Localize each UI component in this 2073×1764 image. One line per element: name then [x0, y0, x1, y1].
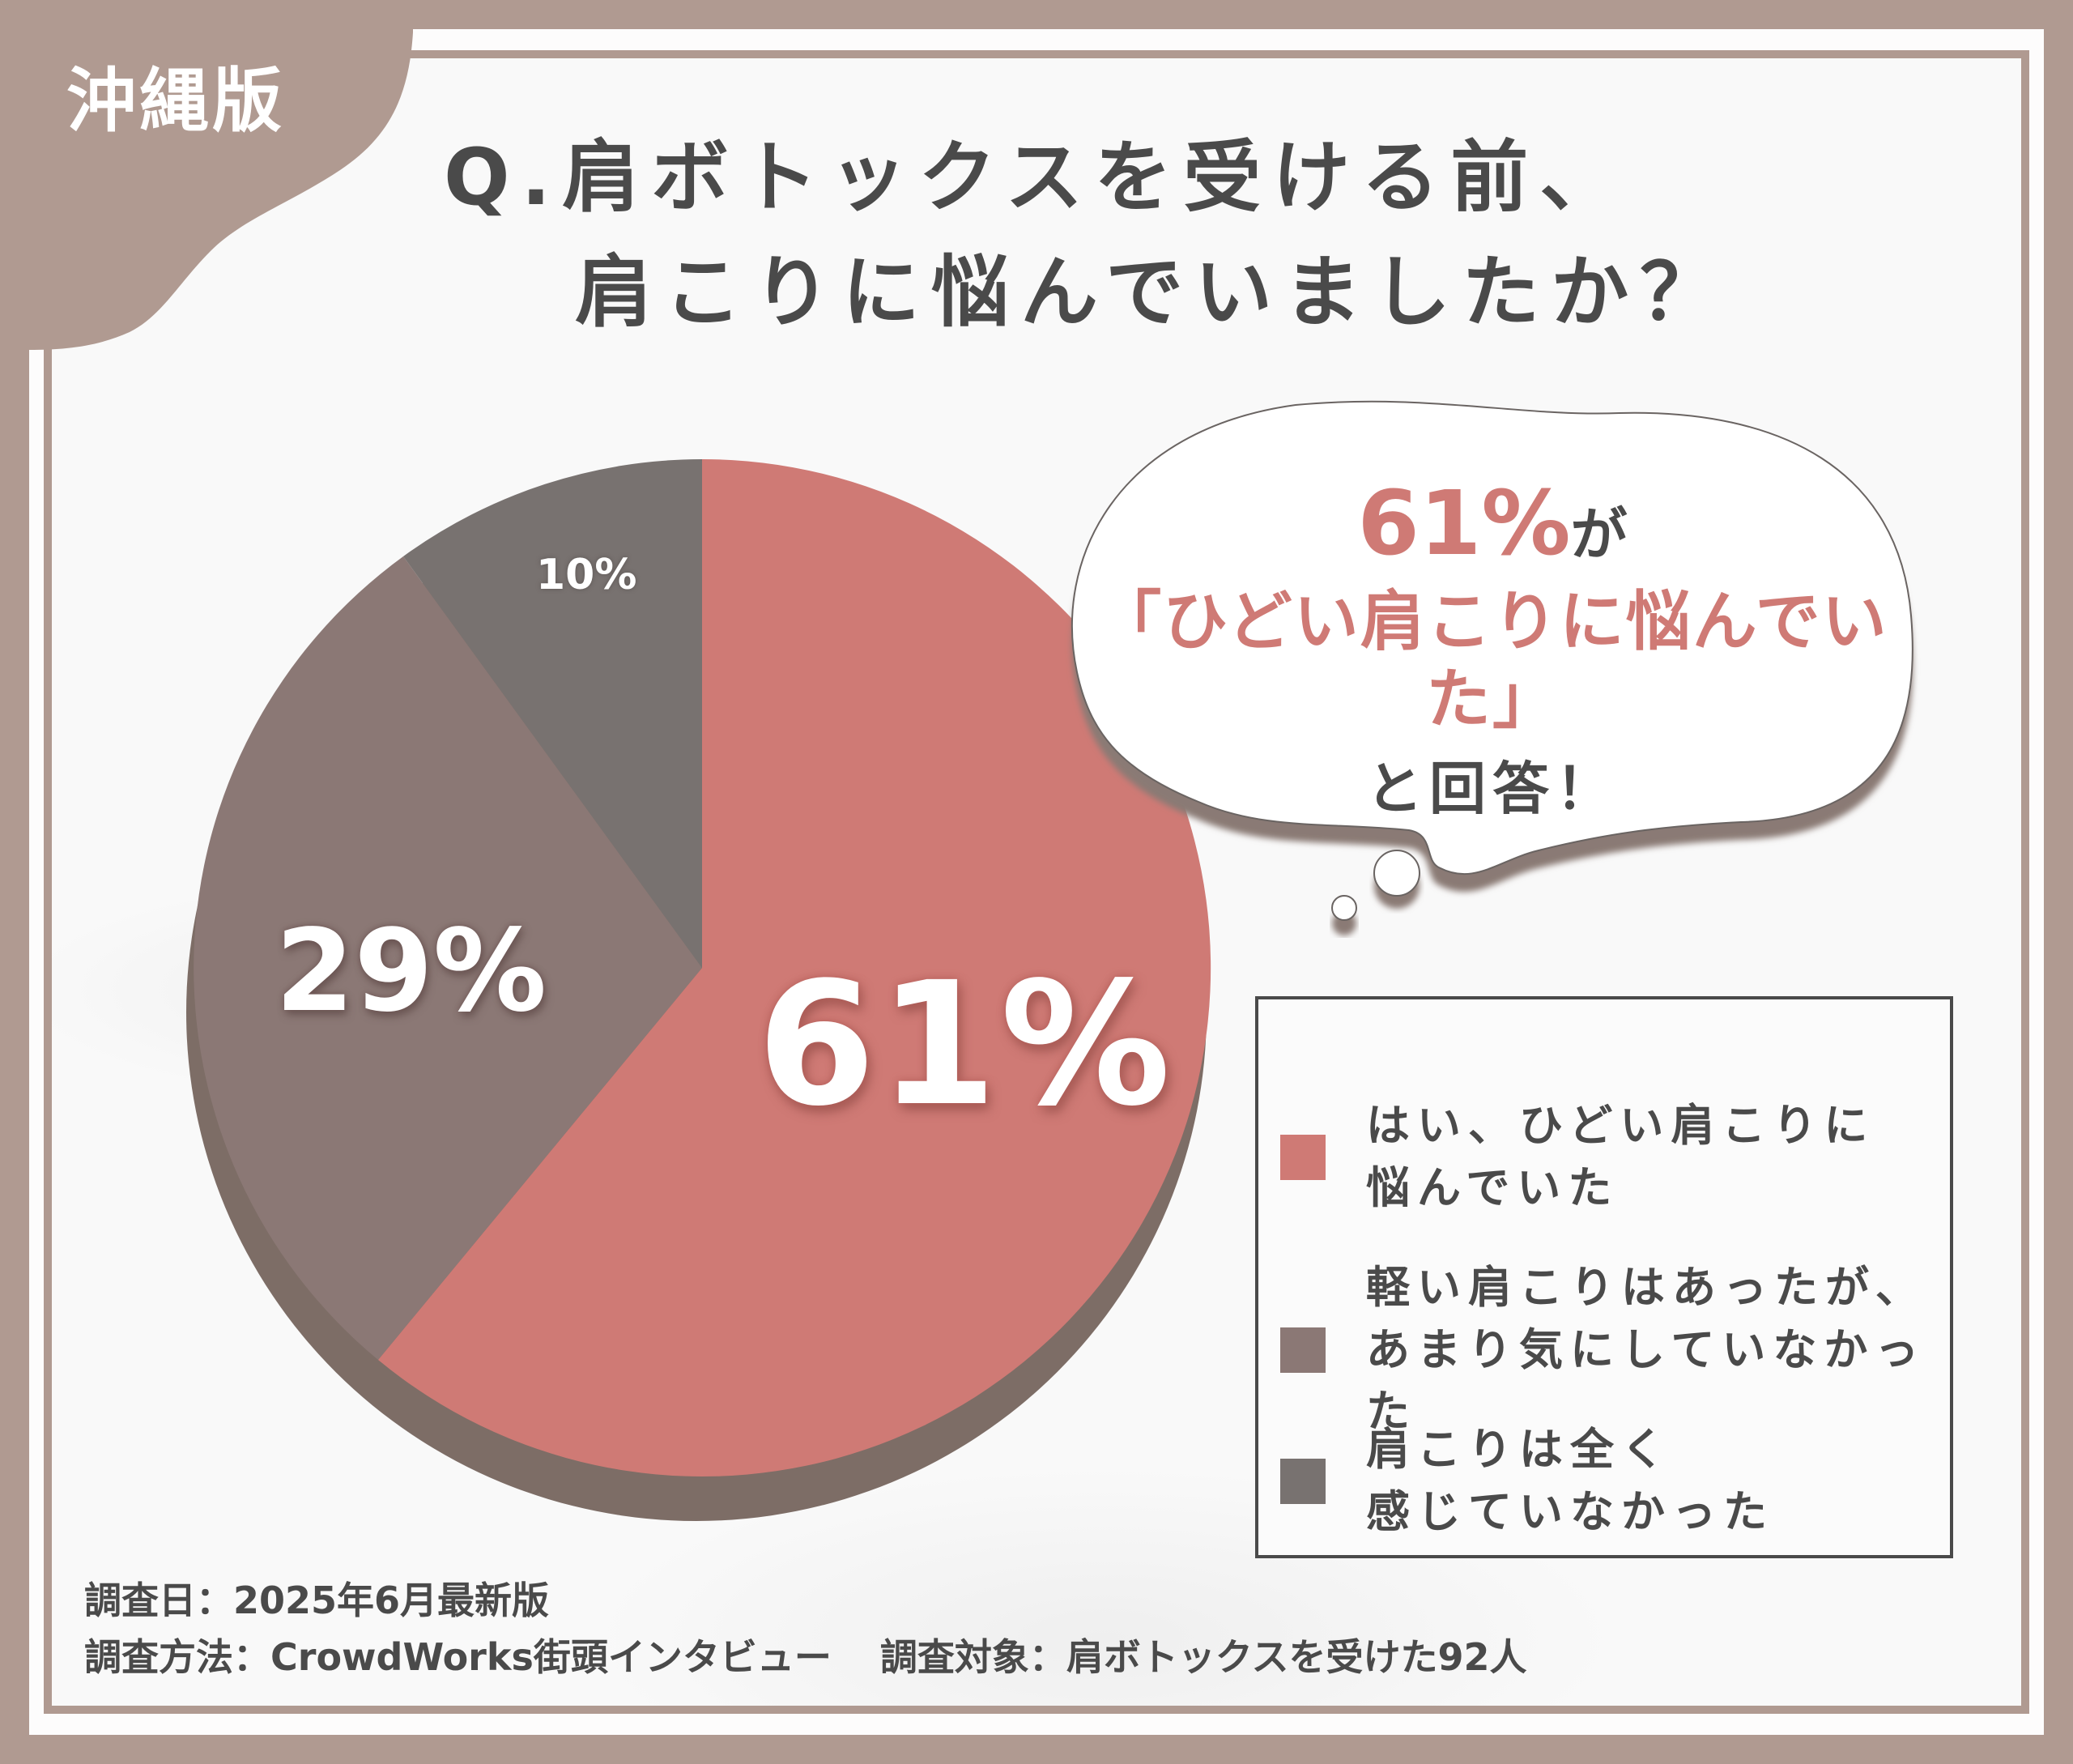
pie-label-severe: 61% [757, 945, 1174, 1144]
survey-details: 調査方法：CrowdWorks街頭インタビュー 調査対象：肩ボトックスを受けた92… [84, 1630, 1526, 1686]
survey-footer: 調査日：2025年6月最新版 調査方法：CrowdWorks街頭インタビュー 調査… [84, 1573, 1526, 1686]
survey-target: 調査対象：肩ボトックスを受けた92人 [879, 1634, 1527, 1679]
page-title: Q.肩ボトックスを受ける前、 肩こりに悩んでいましたか？ [444, 120, 1729, 350]
callout-closing: と回答！ [1366, 756, 1619, 822]
pie-slice-severe [378, 458, 1211, 1477]
pie-label-none: 10% [536, 551, 637, 599]
callout-quote: 「ひどい肩こりに悩んでいた」 [1096, 584, 1888, 737]
corner-tab-shape [0, 0, 413, 350]
title-line-2: 肩こりに悩んでいましたか？ [575, 247, 1730, 339]
title-line-1: Q.肩ボトックスを受ける前、 [444, 132, 1629, 223]
thought-dot-small [1331, 895, 1357, 921]
legend-swatch-red [1280, 1134, 1326, 1180]
legend-label: 軽い肩こりはあったが、 あまり気にしていなかった [1366, 1262, 1926, 1438]
legend-swatch-gray [1280, 1458, 1326, 1504]
legend-swatch-mauve [1280, 1327, 1326, 1373]
thought-dot-large [1373, 850, 1420, 897]
legend-item-mild: 軽い肩こりはあったが、 あまり気にしていなかった [1258, 1257, 1950, 1443]
callout-headline: 61%が [1067, 470, 1918, 577]
legend-item-severe: はい、ひどい肩こりに 悩んでいた [1258, 1095, 1875, 1219]
callout-text: 61%が 「ひどい肩こりに悩んでいた」 と回答！ [1067, 470, 1918, 823]
chart-legend: はい、ひどい肩こりに 悩んでいた 軽い肩こりはあったが、 あまり気にしていなかっ… [1255, 996, 1953, 1558]
survey-method: 調査方法：CrowdWorks街頭インタビュー [84, 1634, 832, 1679]
pie-slice-none [403, 459, 702, 968]
pie-label-mild: 29% [275, 905, 547, 1038]
region-tag: 沖縄版 [66, 61, 285, 142]
speech-bubble [1071, 400, 1913, 876]
legend-item-none: 肩こりは全く 感じていなかった [1258, 1419, 1774, 1543]
pie-slice-mild [194, 556, 703, 1360]
callout-highlight-value: 61% [1357, 471, 1571, 575]
legend-label: 肩こりは全く 感じていなかった [1366, 1424, 1774, 1537]
pie-chart [194, 458, 1211, 1477]
callout-highlight-suffix: が [1570, 501, 1628, 568]
survey-date: 調査日：2025年6月最新版 [84, 1579, 550, 1622]
legend-label: はい、ひどい肩こりに 悩んでいた [1366, 1100, 1875, 1213]
